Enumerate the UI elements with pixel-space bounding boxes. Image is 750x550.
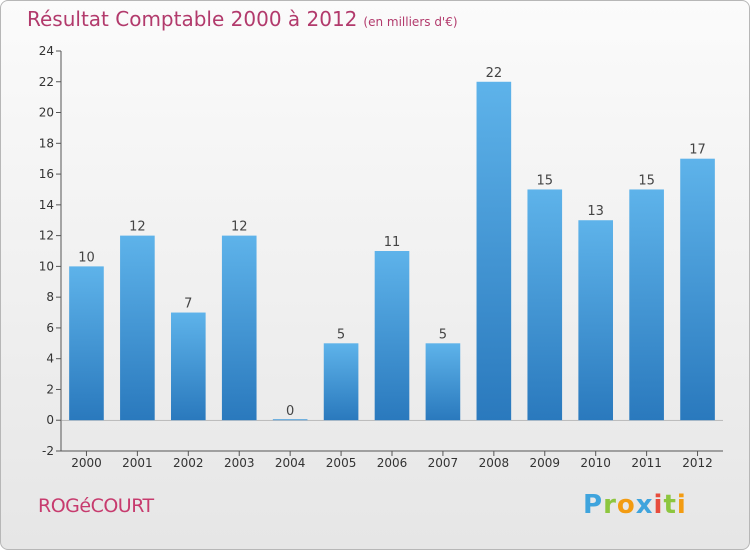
x-tick-label-2010: 2010 <box>580 456 611 470</box>
chart-title: Résultat Comptable 2000 à 2012 (en millie… <box>27 7 458 31</box>
bar-2003 <box>221 235 257 421</box>
chart-title-text: Résultat Comptable 2000 à 2012 <box>27 7 358 31</box>
y-tick-label: 10 <box>39 259 54 273</box>
x-tick-label-2007: 2007 <box>428 456 459 470</box>
logo-letter: i <box>653 490 664 520</box>
data-label-2003: 12 <box>231 220 248 235</box>
x-tick-label-2005: 2005 <box>326 456 357 470</box>
data-label-2008: 22 <box>486 66 503 81</box>
x-tick-label-2001: 2001 <box>122 456 153 470</box>
x-tick-label-2011: 2011 <box>631 456 662 470</box>
logo-letter: r <box>603 490 617 520</box>
y-tick-label: 18 <box>39 136 54 150</box>
bar-2012 <box>680 158 715 421</box>
data-label-2004: 0 <box>286 404 294 419</box>
x-tick-label-2009: 2009 <box>529 456 560 470</box>
y-tick-label: 4 <box>46 352 54 366</box>
y-tick-label: 14 <box>39 198 54 212</box>
logo-letter: P <box>583 490 604 520</box>
data-label-2007: 5 <box>439 327 447 342</box>
x-tick-label-2004: 2004 <box>275 456 306 470</box>
bar-2005 <box>323 343 359 421</box>
data-label-2006: 11 <box>384 235 401 250</box>
bar-2011 <box>629 189 664 421</box>
y-tick-label: 0 <box>46 413 54 427</box>
bar-2006 <box>374 251 410 421</box>
x-tick-label-2008: 2008 <box>479 456 510 470</box>
logo-letter: x <box>635 490 654 520</box>
data-label-2011: 15 <box>638 173 655 188</box>
bar-2008 <box>476 81 512 421</box>
commune-name: ROGéCOURT <box>38 495 154 517</box>
x-tick-label-2012: 2012 <box>682 456 713 470</box>
data-label-2000: 10 <box>78 250 95 265</box>
y-tick-label: 16 <box>39 167 54 181</box>
data-label-2002: 7 <box>184 297 192 312</box>
bar-2000 <box>69 266 104 421</box>
y-tick-label: 2 <box>46 382 54 396</box>
y-tick-label: 8 <box>46 290 54 304</box>
x-tick-label-2000: 2000 <box>71 456 102 470</box>
logo-letter: o <box>616 490 636 520</box>
data-label-2009: 15 <box>536 173 553 188</box>
y-tick-label: 12 <box>39 229 54 243</box>
bar-2009 <box>527 189 563 421</box>
data-label-2012: 17 <box>689 143 706 158</box>
y-tick-label: 6 <box>46 321 54 335</box>
y-tick-label: 22 <box>39 75 54 89</box>
unit-note: (en milliers d'€) <box>363 15 458 29</box>
x-tick-label-2003: 2003 <box>224 456 255 470</box>
data-label-2010: 13 <box>587 204 604 219</box>
y-tick-label: 24 <box>39 44 54 58</box>
x-tick-label-2006: 2006 <box>377 456 408 470</box>
y-tick-label: -2 <box>42 444 54 458</box>
data-label-2001: 12 <box>129 220 146 235</box>
proxiti-logo[interactable]: Proxiti <box>583 490 687 520</box>
bar-2007 <box>425 343 461 421</box>
y-tick-label: 20 <box>39 106 54 120</box>
bar-2004 <box>272 419 308 421</box>
bar-2002 <box>170 312 206 421</box>
data-label-2005: 5 <box>337 327 345 342</box>
logo-letter: i <box>676 490 687 520</box>
logo-letter: t <box>663 490 677 520</box>
x-tick-label-2002: 2002 <box>173 456 204 470</box>
bar-2001 <box>120 235 155 421</box>
bar-2010 <box>578 220 614 421</box>
